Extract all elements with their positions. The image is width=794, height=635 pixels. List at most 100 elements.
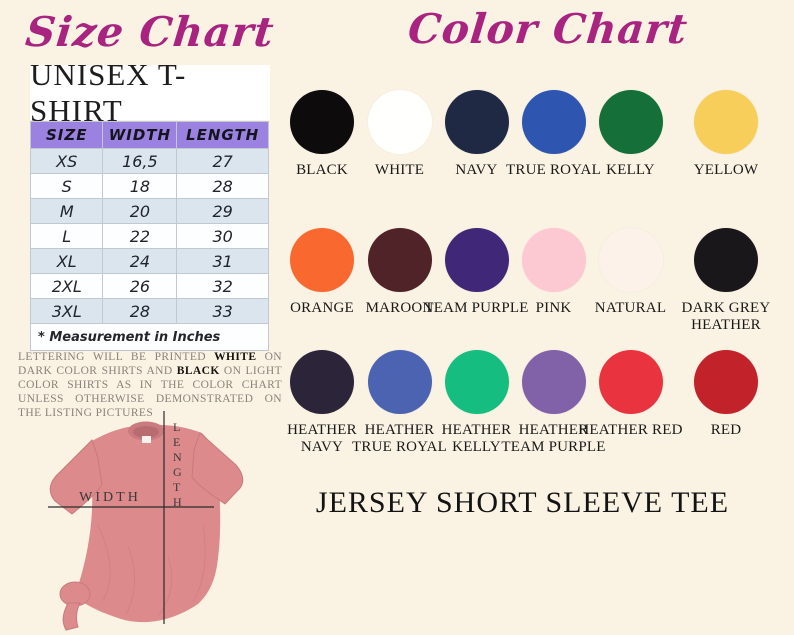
color-name-label: DARK GREY HEATHER — [681, 300, 771, 333]
color-swatch-navy: NAVY — [438, 90, 515, 179]
size-cell: 32 — [176, 273, 269, 299]
size-cell: M — [29, 198, 104, 224]
color-swatch-heather-red: HEATHER RED — [578, 350, 682, 456]
size-cell: 28 — [176, 173, 269, 199]
color-name-label: TEAM PURPLE — [424, 300, 529, 316]
color-swatch-orange: ORANGE — [283, 228, 361, 334]
color-circle — [444, 228, 509, 292]
size-row-2xl: 2XL 26 32 — [29, 273, 269, 299]
color-swatch-heather-true-royal: HEATHER TRUE ROYAL — [352, 350, 447, 456]
size-cell: 29 — [176, 198, 269, 224]
color-swatch-maroon: MAROON — [361, 228, 438, 334]
color-circle — [444, 90, 509, 154]
color-name-label: BLACK — [296, 162, 348, 178]
color-circle — [598, 90, 663, 154]
size-cell: S — [29, 173, 104, 199]
size-row-m: M 20 29 — [29, 198, 269, 224]
length-label-letter: G — [173, 465, 182, 479]
length-label-letter: N — [173, 450, 182, 464]
tshirt-right-sleeve — [191, 432, 244, 505]
color-name-label: PINK — [535, 300, 572, 316]
color-swatch-true-royal: TRUE ROYAL — [506, 90, 601, 179]
color-name-label: KELLY — [606, 162, 655, 178]
color-name-label: HEATHER RED — [578, 422, 683, 438]
tshirt-left-sleeve — [49, 439, 103, 515]
color-circle — [521, 350, 586, 414]
tshirt-folds — [97, 525, 206, 617]
length-label: LENGTH — [173, 420, 182, 509]
color-circle — [290, 228, 354, 292]
color-circle — [694, 350, 758, 414]
size-cell: 3XL — [29, 298, 104, 324]
color-circle — [367, 228, 432, 292]
color-row-3: HEATHER NAVY HEATHER TRUE ROYAL HEATHER KE… — [283, 350, 783, 456]
color-name-label: HEATHER TEAM PURPLE — [501, 422, 606, 455]
size-table-header-row: SIZE WIDTH LENGTH — [29, 121, 269, 149]
color-circle — [444, 350, 509, 414]
length-label-letter: E — [173, 435, 180, 449]
print-note: LETTERING WILL BE PRINTED WHITE ON DARK … — [18, 350, 282, 420]
size-table-footnote-row: * Measurement in Inches — [30, 323, 269, 351]
size-cell: 22 — [102, 223, 178, 249]
color-swatch-red: RED — [669, 350, 783, 456]
color-swatch-yellow: YELLOW — [669, 90, 783, 179]
color-swatch-heather-navy: HEATHER NAVY — [283, 350, 361, 456]
tshirt-knot — [59, 581, 91, 607]
size-cell: 28 — [102, 298, 178, 324]
tshirt-body — [75, 424, 221, 623]
size-cell: L — [29, 223, 104, 249]
color-swatch-heather-kelly: HEATHER KELLY — [438, 350, 515, 456]
product-title: JERSEY SHORT SLEEVE TEE — [315, 486, 730, 519]
size-cell: 27 — [176, 148, 269, 174]
color-swatch-pink: PINK — [515, 228, 592, 334]
length-label-letter: H — [173, 495, 182, 509]
print-note-emphasis: BLACK — [176, 365, 220, 377]
tshirt-knot-tail — [62, 602, 81, 631]
product-type-header: UNISEX T-SHIRT — [30, 57, 270, 128]
size-cell: 33 — [176, 298, 269, 324]
size-row-3xl: 3XL 28 33 — [29, 298, 269, 324]
color-name-label: YELLOW — [693, 162, 759, 178]
color-row-1: BLACK WHITE NAVY TRUE ROYAL KELLY YELLOW — [283, 90, 783, 179]
size-column-header: WIDTH — [102, 121, 178, 149]
color-name-label: HEATHER TRUE ROYAL — [352, 422, 447, 455]
color-name-label: HEATHER KELLY — [441, 422, 512, 455]
length-label-letter: T — [173, 480, 181, 494]
color-name-label: MAROON — [365, 300, 434, 316]
color-name-label: NAVY — [455, 162, 498, 178]
length-label-letter: L — [173, 420, 180, 434]
color-name-label: WHITE — [374, 162, 425, 178]
size-cell: 16,5 — [102, 148, 178, 174]
size-table-footnote: * Measurement in Inches — [30, 323, 269, 351]
size-chart-title: Size Chart — [23, 8, 277, 56]
color-swatch-natural: NATURAL — [592, 228, 669, 334]
size-chart-table: SIZE WIDTH LENGTH XS 16,5 27 S 18 28 M 20 29 L 22 30 X… — [29, 121, 269, 351]
print-note-text: ON DARK COLOR SHIRTS AND — [18, 351, 283, 377]
size-cell: 18 — [102, 173, 178, 199]
color-name-label: ORANGE — [290, 300, 354, 316]
size-row-l: L 22 30 — [29, 223, 269, 249]
product-type-label: UNISEX T-SHIRT — [30, 56, 187, 128]
color-swatch-black: BLACK — [283, 90, 361, 179]
size-row-xs: XS 16,5 27 — [29, 148, 269, 174]
color-circle — [290, 350, 354, 414]
color-circle — [694, 90, 758, 154]
color-circle — [598, 350, 663, 414]
color-name-label: RED — [710, 422, 742, 438]
tshirt-measurement-photo: WIDTH LENGTH — [48, 411, 244, 631]
color-name-label: TRUE ROYAL — [506, 162, 601, 178]
color-swatch-heather-team-purple: HEATHER TEAM PURPLE — [501, 350, 605, 456]
color-circle — [367, 90, 432, 154]
color-circle — [521, 90, 586, 154]
color-name-label: NATURAL — [594, 300, 667, 316]
color-row-2: ORANGE MAROON TEAM PURPLE PINK NATURAL DARK G… — [283, 228, 783, 334]
color-circle — [521, 228, 586, 292]
size-cell: 31 — [176, 248, 269, 274]
size-cell: XL — [29, 248, 104, 274]
print-note-text: ON LIGHT COLOR SHIRTS AS IN THE COLOR CH… — [18, 365, 282, 419]
size-cell: 30 — [176, 223, 269, 249]
size-cell: 20 — [102, 198, 178, 224]
color-circle — [367, 350, 432, 414]
size-cell: 2XL — [29, 273, 104, 299]
